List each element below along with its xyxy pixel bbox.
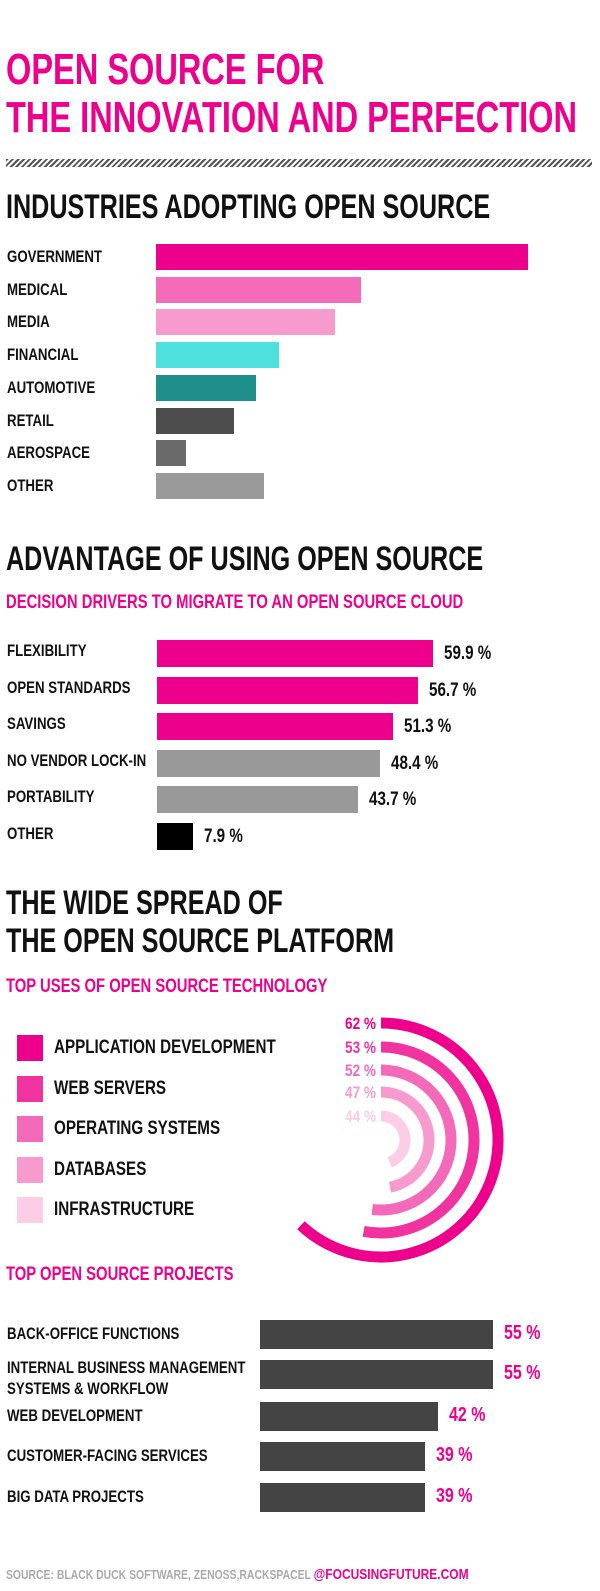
industry-bar	[156, 407, 235, 434]
driver-value: 48.4 %	[391, 752, 439, 774]
legend-swatch	[17, 1156, 43, 1183]
industry-bar	[156, 440, 186, 467]
legend-label: APPLICATION DEVELOPMENT	[54, 1037, 276, 1058]
driver-bar	[157, 822, 194, 850]
radial-arc	[371, 1064, 457, 1216]
radial-value: 52 %	[345, 1062, 376, 1081]
industry-bar	[156, 342, 279, 369]
project-label-line: BIG DATA PROJECTS	[7, 1487, 144, 1506]
driver-value: 59.9 %	[444, 643, 492, 664]
project-label: CUSTOMER-FACING SERVICES	[7, 1445, 208, 1466]
project-label-line: INTERNAL BUSINESS MANAGEMENT	[7, 1358, 246, 1377]
driver-value: 7.9 %	[204, 825, 244, 847]
radial-arc	[297, 1017, 504, 1263]
source-text: SOURCE: BLACK DUCK SOFTWARE, ZENOSS,RACK…	[6, 1567, 311, 1582]
project-label: BACK-OFFICE FUNCTIONS	[7, 1323, 179, 1344]
radial-value: 53 %	[345, 1039, 376, 1058]
driver-label: OPEN STANDARDS	[7, 677, 131, 697]
project-label: WEB DEVELOPMENT	[7, 1405, 143, 1426]
industry-bar	[156, 276, 361, 303]
driver-value: 51.3 %	[404, 716, 452, 737]
driver-bar	[157, 676, 419, 704]
spread-title-line-2: THE OPEN SOURCE PLATFORM	[6, 922, 395, 960]
industry-label: MEDIA	[7, 312, 50, 332]
title-divider	[6, 159, 592, 167]
driver-label: OTHER	[7, 823, 54, 843]
project-label: BIG DATA PROJECTS	[7, 1486, 144, 1507]
project-bar	[260, 1483, 426, 1512]
industries-title: INDUSTRIES ADOPTING OPEN SOURCE	[6, 188, 491, 226]
radial-value: 62 %	[345, 1015, 376, 1034]
industry-bar	[156, 244, 528, 270]
project-value: 42 %	[448, 1404, 486, 1426]
radial-arc	[362, 1041, 480, 1239]
project-bar	[260, 1402, 438, 1431]
handle-link[interactable]: @FOCUSINGFUTURE.COM	[313, 1566, 469, 1583]
industry-label: AUTOMOTIVE	[7, 377, 96, 397]
legend-swatch	[17, 1197, 43, 1223]
driver-bar	[157, 640, 433, 667]
advantage-subtitle: DECISION DRIVERS TO MIGRATE TO AN OPEN S…	[6, 592, 464, 613]
driver-label: FLEXIBILITY	[7, 641, 87, 660]
radial-arc	[380, 1110, 411, 1168]
main-title-line-1: OPEN SOURCE FOR	[6, 45, 325, 94]
industry-label: MEDICAL	[7, 279, 68, 299]
legend-label: OPERATING SYSTEMS	[54, 1118, 221, 1139]
driver-bar	[157, 749, 380, 777]
project-label-line: BACK-OFFICE FUNCTIONS	[7, 1324, 180, 1343]
project-bar	[260, 1360, 493, 1389]
driver-label: NO VENDOR LOCK-IN	[7, 750, 147, 770]
legend-swatch	[17, 1075, 43, 1102]
industry-label: OTHER	[7, 475, 54, 495]
project-label-line: CUSTOMER-FACING SERVICES	[7, 1446, 208, 1465]
driver-bar	[157, 786, 359, 813]
spread-title-line-1: THE WIDE SPREAD OF	[6, 884, 283, 922]
project-label-line: WEB DEVELOPMENT	[7, 1406, 143, 1425]
project-bar	[260, 1320, 493, 1349]
legend-label: DATABASES	[54, 1158, 147, 1180]
radial-arc	[380, 1086, 435, 1193]
industry-label: AEROSPACE	[7, 443, 91, 463]
legend-swatch	[17, 1116, 43, 1142]
project-value: 39 %	[436, 1444, 473, 1466]
industry-bar	[156, 309, 335, 336]
project-value: 55 %	[504, 1362, 541, 1384]
legend-label: WEB SERVERS	[54, 1077, 167, 1099]
project-value: 39 %	[436, 1485, 473, 1507]
project-value: 55 %	[504, 1322, 541, 1344]
industry-label: GOVERNMENT	[7, 247, 103, 266]
project-label-line: SYSTEMS & WORKFLOW	[7, 1379, 169, 1398]
spread-title: THE WIDE SPREAD OF THE OPEN SOURCE PLATF…	[6, 884, 394, 960]
radial-value: 44 %	[345, 1108, 376, 1127]
uses-subtitle: TOP USES OF OPEN SOURCE TECHNOLOGY	[6, 976, 328, 997]
driver-value: 56.7 %	[429, 679, 477, 701]
driver-label: PORTABILITY	[7, 787, 95, 806]
radial-value: 47 %	[345, 1084, 376, 1103]
industry-bar	[156, 472, 264, 499]
advantage-title: ADVANTAGE OF USING OPEN SOURCE	[6, 540, 484, 578]
industry-bar	[156, 374, 257, 401]
industry-label: RETAIL	[7, 410, 54, 430]
legend-swatch	[17, 1035, 43, 1061]
footer: SOURCE: BLACK DUCK SOFTWARE, ZENOSS,RACK…	[6, 1566, 469, 1583]
main-title-line-2: THE INNOVATION AND PERFECTION	[6, 93, 578, 142]
industry-label: FINANCIAL	[7, 345, 79, 365]
project-bar	[260, 1442, 426, 1471]
driver-label: SAVINGS	[7, 714, 66, 733]
driver-value: 43.7 %	[369, 789, 417, 810]
projects-subtitle: TOP OPEN SOURCE PROJECTS	[6, 1264, 234, 1285]
driver-bar	[157, 713, 394, 740]
legend-label: INFRASTRUCTURE	[54, 1199, 195, 1220]
project-label: INTERNAL BUSINESS MANAGEMENT SYSTEMS & WO…	[7, 1357, 245, 1399]
main-title: OPEN SOURCE FOR THE INNOVATION AND PERFE…	[6, 46, 577, 142]
